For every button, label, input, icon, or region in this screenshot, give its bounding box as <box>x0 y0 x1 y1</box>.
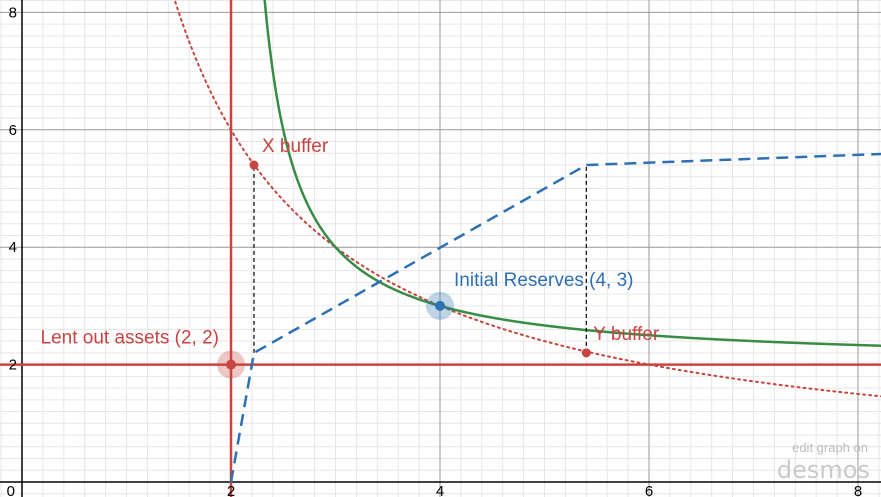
x-tick-label: 2 <box>227 483 235 497</box>
y-tick-label: 2 <box>9 357 17 374</box>
points <box>217 160 591 379</box>
y-tick-label: 8 <box>9 4 17 21</box>
y-tick-label: 4 <box>9 239 17 256</box>
data-point <box>435 300 445 311</box>
dotted-hyperbola-curve <box>173 0 881 398</box>
x-tick-label: 6 <box>645 483 653 497</box>
data-point <box>226 359 236 370</box>
origin-label: 0 <box>7 483 15 497</box>
y-tick-label: 6 <box>9 122 17 139</box>
reserve-path-line <box>229 152 881 483</box>
watermark-caption: edit graph on <box>792 440 868 455</box>
data-point <box>581 348 591 358</box>
point-labels: Lent out assets (2, 2) Initial Reserves (… <box>41 136 660 349</box>
desmos-watermark[interactable]: edit graph on desmos <box>777 440 870 484</box>
x-tick-label: 4 <box>436 483 444 497</box>
tick-labels: 2 4 6 8 2 4 6 8 0 <box>7 4 863 497</box>
shifted-hyperbola-curve <box>263 0 881 347</box>
point-label: Initial Reserves (4, 3) <box>454 270 634 291</box>
point-label: X buffer <box>262 136 329 157</box>
point-label: Lent out assets (2, 2) <box>41 328 220 349</box>
desmos-logo-icon: desmos <box>777 456 870 484</box>
x-tick-label: 8 <box>854 483 862 497</box>
point-label: Y buffer <box>593 324 660 345</box>
data-point <box>249 160 259 170</box>
